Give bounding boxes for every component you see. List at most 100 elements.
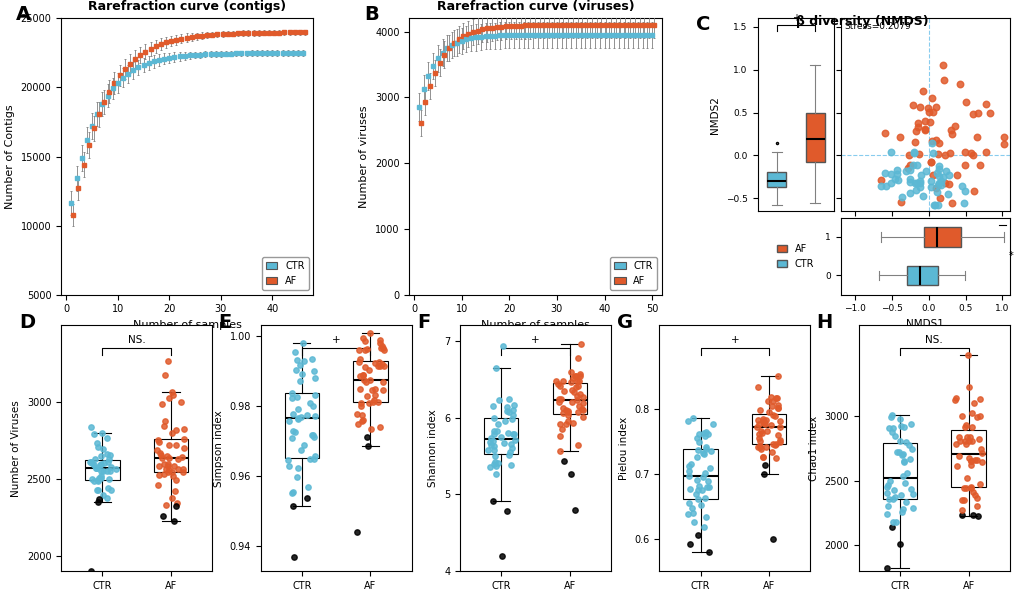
Point <box>905 148 921 158</box>
Y-axis label: Chao1 index: Chao1 index <box>808 416 818 481</box>
Point <box>692 500 708 510</box>
Point <box>305 430 321 440</box>
Point <box>881 147 898 157</box>
Point <box>551 381 568 391</box>
Point <box>306 432 322 442</box>
Point <box>293 445 310 455</box>
Point <box>688 433 704 443</box>
Point <box>700 430 716 440</box>
Text: A: A <box>15 4 31 23</box>
Point <box>88 463 104 473</box>
Point <box>929 138 946 148</box>
Point <box>175 434 192 444</box>
Point <box>570 440 586 449</box>
Point <box>365 395 381 405</box>
Point <box>551 446 568 456</box>
Point <box>289 463 306 473</box>
PathPatch shape <box>906 266 936 285</box>
Point <box>896 478 912 488</box>
Point <box>911 103 927 112</box>
Point <box>700 546 716 556</box>
Y-axis label: Number of Viruses: Number of Viruses <box>11 400 21 497</box>
Point <box>904 160 920 169</box>
Point <box>90 476 106 486</box>
Point <box>931 176 948 186</box>
Point <box>926 200 943 210</box>
Point <box>375 377 391 387</box>
Point <box>689 530 705 540</box>
Point <box>894 471 910 481</box>
Point <box>935 150 952 160</box>
Point <box>951 79 967 89</box>
Point <box>571 402 587 411</box>
Point <box>350 419 366 429</box>
Point <box>923 136 940 146</box>
Point <box>771 437 788 447</box>
Point <box>574 405 590 414</box>
PathPatch shape <box>86 460 119 480</box>
Point <box>878 481 895 491</box>
Y-axis label: NMDS2: NMDS2 <box>709 96 719 134</box>
Point <box>92 460 108 470</box>
Point <box>883 494 900 504</box>
Point <box>502 438 519 448</box>
Point <box>374 385 390 395</box>
Point <box>487 363 503 373</box>
Point <box>764 534 781 543</box>
Point <box>296 440 312 450</box>
Point <box>680 471 696 481</box>
Point <box>151 437 167 447</box>
Point <box>284 426 301 435</box>
Point <box>901 188 917 198</box>
Point <box>562 385 579 395</box>
Point <box>962 148 978 158</box>
Point <box>769 430 786 440</box>
Point <box>176 443 193 453</box>
Point <box>878 509 895 519</box>
Text: +: + <box>531 335 539 345</box>
Point <box>487 457 503 467</box>
Point <box>555 456 572 466</box>
Point <box>354 416 370 426</box>
Point <box>173 453 190 462</box>
Point <box>702 446 718 456</box>
Point <box>771 422 788 432</box>
Point <box>685 508 701 518</box>
Point <box>926 184 943 193</box>
Point <box>299 410 315 420</box>
Point <box>151 470 167 480</box>
Point <box>483 440 499 450</box>
Point <box>359 432 375 441</box>
Point <box>681 484 697 494</box>
Legend: AF, CTR: AF, CTR <box>772 240 817 273</box>
Point <box>289 413 306 422</box>
Point <box>891 436 907 446</box>
Point <box>907 126 923 136</box>
Point <box>889 169 905 179</box>
Point <box>351 357 367 367</box>
Point <box>370 357 386 367</box>
Point <box>930 171 947 181</box>
Point <box>928 181 945 190</box>
Point <box>971 394 987 403</box>
Point <box>701 464 717 473</box>
Point <box>905 100 921 110</box>
Point <box>872 181 889 191</box>
Point <box>293 369 310 379</box>
Point <box>911 176 927 186</box>
Point <box>917 166 933 176</box>
Point <box>684 413 700 423</box>
Point <box>569 395 585 405</box>
Point <box>887 432 903 441</box>
Point <box>89 438 105 448</box>
Point <box>900 150 916 160</box>
Point <box>895 457 911 467</box>
Point <box>161 465 177 475</box>
Point <box>892 197 908 207</box>
Point <box>749 443 765 453</box>
Point <box>955 198 971 208</box>
Point <box>103 485 119 495</box>
Point <box>903 419 919 429</box>
Point <box>932 180 949 190</box>
Point <box>906 177 922 187</box>
